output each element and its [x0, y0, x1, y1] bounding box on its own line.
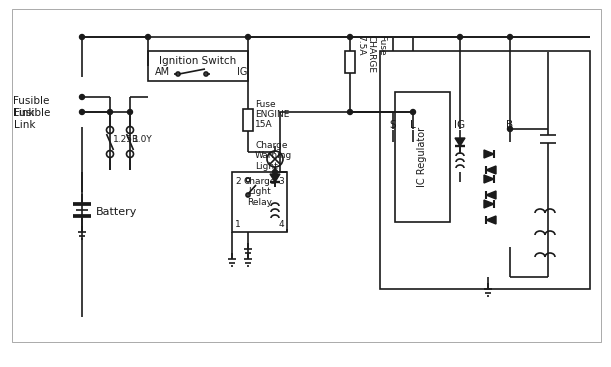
Polygon shape — [486, 191, 496, 199]
Text: Fuse
CHARGE
7.5A: Fuse CHARGE 7.5A — [356, 35, 386, 73]
Polygon shape — [270, 174, 280, 182]
Bar — [380, 51, 590, 289]
Text: S: S — [390, 120, 397, 130]
Text: L: L — [410, 120, 416, 130]
Text: B: B — [507, 120, 514, 130]
Bar — [232, 172, 287, 232]
Polygon shape — [455, 138, 465, 146]
Text: Fusible
Link: Fusible Link — [13, 96, 49, 118]
Circle shape — [128, 109, 133, 115]
Circle shape — [79, 109, 84, 115]
Circle shape — [458, 34, 463, 40]
Text: 1: 1 — [235, 220, 241, 229]
Bar — [345, 51, 355, 73]
Text: Ignition Switch: Ignition Switch — [159, 56, 236, 66]
Circle shape — [246, 34, 251, 40]
Circle shape — [108, 109, 112, 115]
Circle shape — [508, 34, 513, 40]
Circle shape — [273, 170, 277, 174]
Bar — [243, 109, 253, 131]
Circle shape — [79, 34, 84, 40]
Polygon shape — [484, 150, 494, 158]
Text: Battery: Battery — [96, 207, 137, 217]
Text: IG: IG — [237, 67, 247, 77]
Circle shape — [348, 34, 353, 40]
Circle shape — [79, 94, 84, 99]
Text: 2: 2 — [235, 177, 241, 186]
Text: Fusible
Link: Fusible Link — [14, 108, 50, 130]
Bar — [148, 51, 248, 81]
Text: 1.0Y: 1.0Y — [133, 134, 153, 143]
Text: 4: 4 — [279, 220, 284, 229]
Text: Fuse
ENGINE
15A: Fuse ENGINE 15A — [255, 99, 290, 130]
Bar — [395, 92, 450, 222]
Text: AM: AM — [155, 67, 170, 77]
Polygon shape — [486, 216, 496, 224]
Circle shape — [348, 109, 353, 115]
Text: 1.25B: 1.25B — [113, 134, 139, 143]
Polygon shape — [484, 175, 494, 183]
Text: 3: 3 — [278, 177, 284, 186]
Circle shape — [411, 109, 415, 115]
Polygon shape — [486, 166, 496, 174]
Text: IG: IG — [455, 120, 466, 130]
Text: IC Regulator: IC Regulator — [417, 127, 427, 187]
Text: Charge
Warning
Light: Charge Warning Light — [255, 141, 292, 171]
Circle shape — [508, 127, 513, 131]
Polygon shape — [484, 200, 494, 208]
Circle shape — [145, 34, 150, 40]
Text: Charge
Light
Relay: Charge Light Relay — [243, 177, 276, 207]
